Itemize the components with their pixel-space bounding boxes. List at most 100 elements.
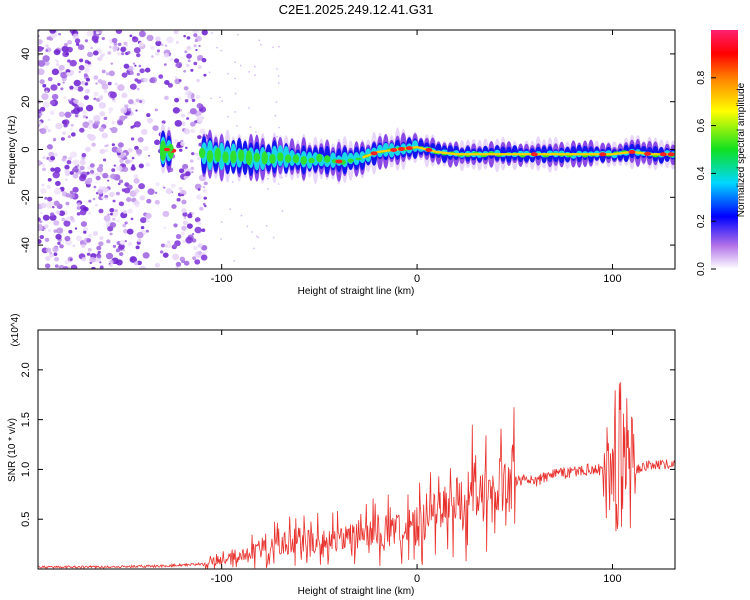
noise-speck bbox=[197, 54, 204, 61]
noise-speck bbox=[82, 226, 89, 232]
noise-speck bbox=[127, 241, 133, 247]
noise-speck bbox=[220, 49, 223, 52]
noise-speck bbox=[178, 79, 182, 82]
noise-speck bbox=[65, 193, 71, 198]
noise-speck bbox=[128, 99, 134, 105]
noise-speck bbox=[272, 236, 275, 239]
noise-speck bbox=[74, 227, 78, 230]
noise-speck bbox=[42, 55, 50, 62]
noise-speck bbox=[47, 129, 51, 133]
noise-speck bbox=[219, 96, 221, 99]
noise-speck bbox=[155, 40, 162, 47]
trace-green bbox=[316, 153, 323, 163]
noise-speck bbox=[49, 251, 53, 255]
noise-speck bbox=[129, 159, 133, 163]
noise-speck bbox=[175, 261, 182, 267]
noise-speck bbox=[139, 265, 147, 269]
noise-speck bbox=[227, 115, 229, 118]
noise-speck bbox=[140, 128, 148, 135]
noise-speck bbox=[135, 109, 138, 112]
snr-x-tick-label: 100 bbox=[603, 573, 621, 585]
noise-speck bbox=[114, 82, 118, 86]
snr-y-tick-label: 1.5 bbox=[20, 412, 32, 427]
noise-speck bbox=[115, 30, 123, 34]
noise-speck bbox=[41, 93, 49, 100]
noise-speck bbox=[47, 228, 52, 232]
noise-speck bbox=[234, 77, 236, 80]
noise-speck bbox=[84, 39, 89, 43]
noise-speck bbox=[99, 148, 106, 155]
noise-speck bbox=[169, 57, 174, 62]
noise-speck bbox=[196, 103, 203, 109]
noise-speck bbox=[117, 42, 122, 47]
noise-speck bbox=[127, 50, 131, 55]
noise-speck bbox=[79, 209, 87, 216]
noise-speck bbox=[45, 256, 51, 261]
noise-speck bbox=[82, 110, 87, 115]
noise-speck bbox=[47, 196, 53, 202]
noise-speck bbox=[84, 82, 89, 86]
noise-speck bbox=[64, 42, 68, 47]
noise-speck bbox=[93, 75, 99, 80]
noise-speck bbox=[167, 83, 173, 88]
spectrogram-x-tick-label: 100 bbox=[603, 273, 621, 285]
noise-speck bbox=[146, 34, 154, 42]
noise-speck bbox=[164, 44, 168, 47]
noise-speck bbox=[267, 188, 270, 190]
noise-speck bbox=[173, 30, 179, 35]
noise-speck bbox=[183, 69, 187, 73]
noise-speck bbox=[203, 196, 207, 200]
noise-speck bbox=[71, 168, 76, 173]
noise-speck bbox=[42, 167, 46, 172]
noise-speck bbox=[101, 69, 106, 74]
noise-speck bbox=[164, 95, 169, 101]
spectrogram-y-tick-label: -40 bbox=[20, 237, 32, 253]
noise-speck bbox=[203, 204, 207, 208]
noise-speck bbox=[39, 234, 45, 240]
noise-speck bbox=[104, 197, 109, 201]
noise-speck bbox=[126, 197, 132, 202]
noise-speck bbox=[45, 90, 48, 93]
snr-series-line bbox=[38, 382, 675, 569]
noise-speck bbox=[58, 210, 66, 217]
noise-speck bbox=[39, 127, 47, 135]
noise-speck bbox=[155, 182, 160, 187]
noise-speck bbox=[96, 166, 104, 173]
noise-speck bbox=[99, 172, 103, 175]
noise-speck bbox=[154, 139, 161, 146]
trace-peak bbox=[390, 147, 398, 152]
noise-speck bbox=[210, 97, 213, 100]
noise-speck bbox=[61, 157, 67, 162]
noise-speck bbox=[85, 104, 94, 112]
noise-speck bbox=[182, 212, 188, 217]
noise-speck bbox=[38, 45, 44, 52]
noise-speck bbox=[135, 98, 140, 103]
noise-speck bbox=[196, 194, 202, 200]
noise-speck bbox=[101, 196, 105, 200]
noise-speck bbox=[179, 256, 186, 262]
noise-speck bbox=[144, 67, 151, 73]
noise-speck bbox=[67, 59, 71, 63]
noise-speck bbox=[102, 158, 107, 162]
noise-speck bbox=[134, 64, 137, 67]
noise-speck bbox=[95, 203, 98, 207]
noise-speck bbox=[175, 234, 182, 240]
noise-speck bbox=[38, 60, 46, 67]
snr-y-axis-label: SNR (10 * v/v) bbox=[7, 418, 18, 482]
noise-speck bbox=[101, 36, 105, 41]
noise-speck bbox=[75, 235, 83, 242]
noise-speck bbox=[53, 252, 58, 257]
noise-speck bbox=[119, 115, 126, 122]
noise-speck bbox=[56, 63, 60, 66]
noise-speck bbox=[95, 82, 98, 85]
noise-speck bbox=[171, 253, 180, 261]
snr-y-multiplier: (x10^4) bbox=[10, 313, 21, 346]
noise-speck bbox=[194, 217, 201, 223]
noise-speck bbox=[79, 165, 85, 171]
noise-speck bbox=[185, 236, 193, 244]
noise-speck bbox=[86, 133, 93, 139]
noise-speck bbox=[278, 45, 280, 48]
noise-speck bbox=[50, 84, 58, 91]
noise-speck bbox=[49, 110, 55, 115]
noise-speck bbox=[163, 186, 166, 189]
